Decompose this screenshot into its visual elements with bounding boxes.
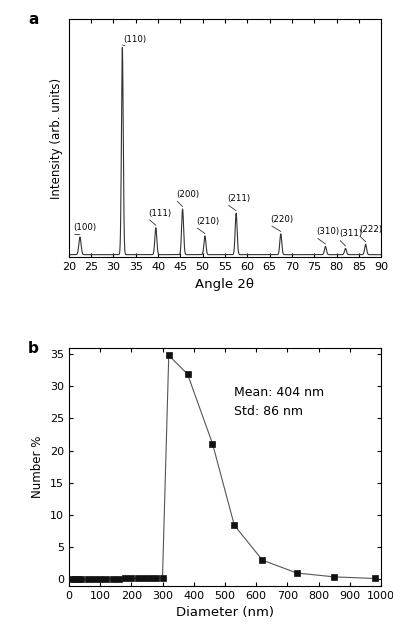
Text: (310): (310) <box>316 227 340 236</box>
Text: a: a <box>28 12 39 26</box>
Text: (111): (111) <box>148 209 171 218</box>
Text: (200): (200) <box>176 190 199 199</box>
Text: (220): (220) <box>270 215 294 224</box>
Text: (110): (110) <box>124 35 147 43</box>
Y-axis label: Intensity (arb. units): Intensity (arb. units) <box>50 77 63 198</box>
Text: (211): (211) <box>227 194 250 203</box>
Text: (210): (210) <box>196 217 219 226</box>
Text: Mean: 404 nm
Std: 86 nm: Mean: 404 nm Std: 86 nm <box>234 386 325 418</box>
Text: b: b <box>28 341 39 355</box>
X-axis label: Angle 2θ: Angle 2θ <box>195 278 255 290</box>
Text: (222): (222) <box>359 226 382 234</box>
Y-axis label: Number %: Number % <box>31 435 44 498</box>
X-axis label: Diameter (nm): Diameter (nm) <box>176 606 274 619</box>
Text: (311): (311) <box>339 229 362 239</box>
Text: (100): (100) <box>73 223 96 232</box>
